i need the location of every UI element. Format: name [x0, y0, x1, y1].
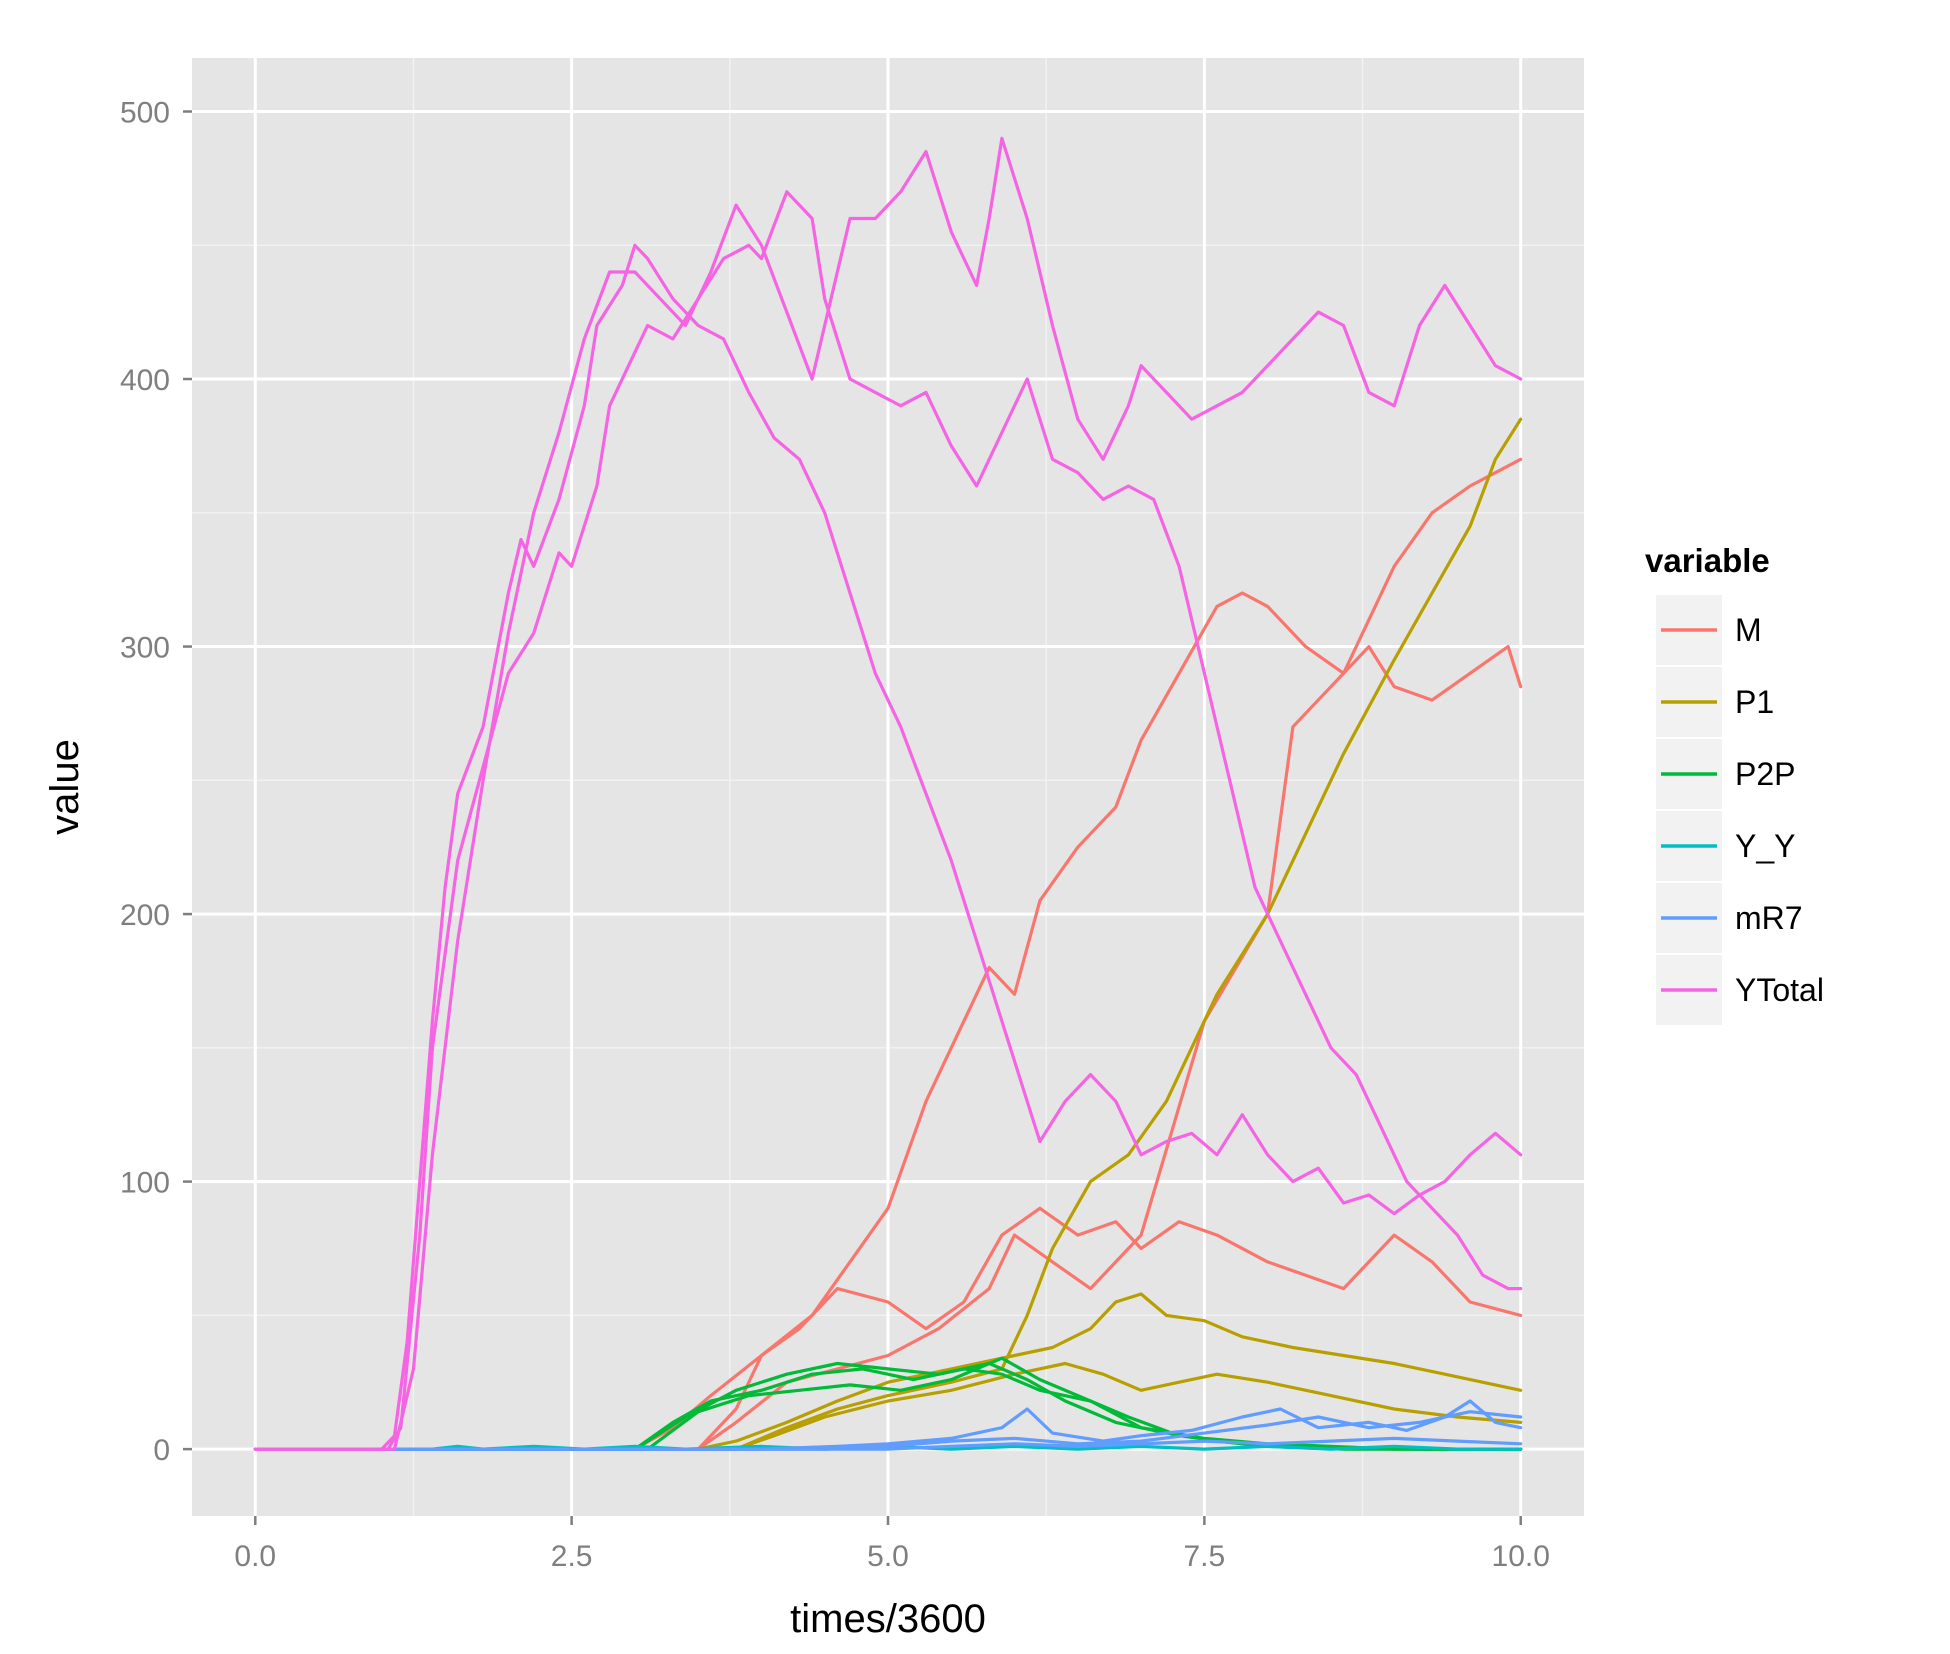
series-line-P1 — [253, 417, 1523, 1451]
series-lines — [253, 136, 1523, 1451]
legend-label: Y_Y — [1735, 828, 1795, 864]
series-line-YTotal — [253, 190, 1523, 1451]
x-tick-labels: 0.0 2.5 5.0 7.5 10.0 — [234, 1540, 1550, 1573]
series-line-P1 — [253, 1292, 1523, 1451]
series-line-mR7 — [253, 1436, 1523, 1451]
y-tick-labels: 0 100 200 300 400 500 — [120, 97, 170, 1468]
y-tick-label: 500 — [120, 97, 170, 130]
legend-item-P1: P1 — [1654, 665, 1774, 739]
legend-label: M — [1735, 612, 1762, 648]
y-tick-label: 300 — [120, 632, 170, 665]
series-line-M — [253, 591, 1523, 1451]
legend-item-Y_Y: Y_Y — [1654, 809, 1795, 883]
y-tick-label: 0 — [153, 1434, 170, 1467]
x-tick-label: 0.0 — [234, 1540, 276, 1573]
x-tick-label: 2.5 — [551, 1540, 593, 1573]
series-mR7 — [253, 1399, 1523, 1451]
legend-label: P2P — [1735, 756, 1795, 792]
y-tick-label: 400 — [120, 364, 170, 397]
x-tick-label: 10.0 — [1492, 1540, 1550, 1573]
y-tick-label: 100 — [120, 1167, 170, 1200]
legend-item-M: M — [1654, 593, 1762, 667]
series-line-P1 — [253, 1361, 1523, 1451]
x-tick-label: 7.5 — [1184, 1540, 1226, 1573]
legend-label: mR7 — [1735, 900, 1803, 936]
axis-ticks — [183, 110, 1522, 1525]
series-YTotal — [253, 136, 1523, 1451]
x-axis-title: times/3600 — [790, 1597, 986, 1641]
legend: variable M P1 P2P Y_Y mR7 YTotal — [1645, 542, 1824, 1027]
legend-title: variable — [1645, 542, 1770, 579]
series-line-YTotal — [253, 243, 1523, 1451]
legend-label: P1 — [1735, 684, 1774, 720]
legend-item-mR7: mR7 — [1654, 881, 1803, 955]
legend-item-YTotal: YTotal — [1654, 953, 1824, 1027]
y-axis-title: value — [43, 739, 87, 835]
series-line-M — [253, 1206, 1523, 1451]
series-P1 — [253, 417, 1523, 1451]
legend-label: YTotal — [1735, 972, 1824, 1008]
y-tick-label: 200 — [120, 899, 170, 932]
series-line-mR7 — [253, 1410, 1523, 1451]
legend-item-P2P: P2P — [1654, 737, 1795, 811]
x-tick-label: 5.0 — [867, 1540, 909, 1573]
series-line-YTotal — [253, 136, 1523, 1451]
